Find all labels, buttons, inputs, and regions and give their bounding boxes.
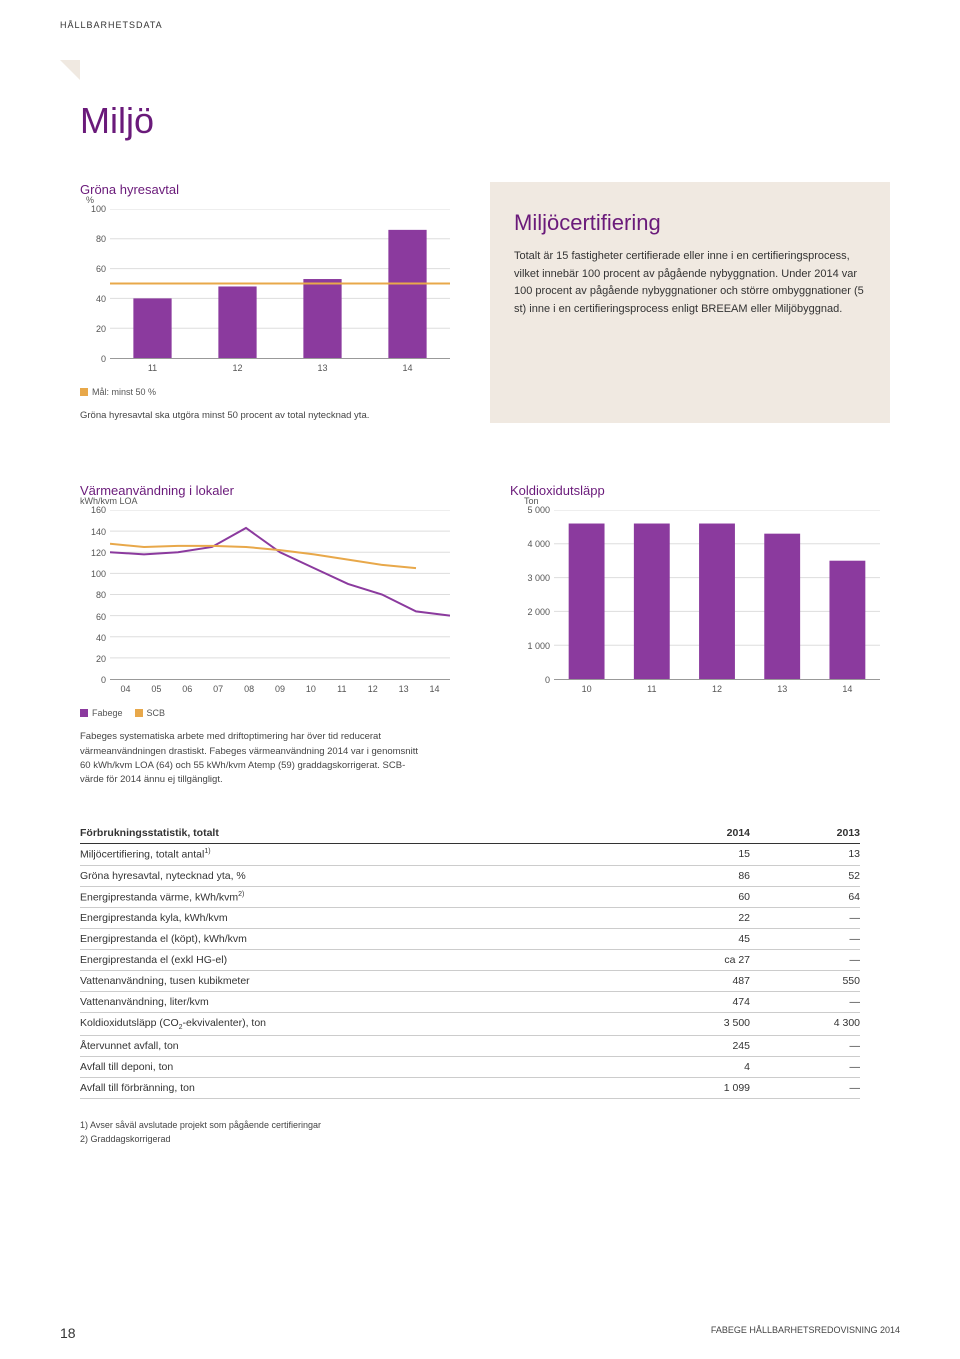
chart2-legend-item: SCB <box>135 708 166 718</box>
cell-2013: 4 300 <box>750 1017 860 1031</box>
chart3-title: Koldioxidutsläpp <box>510 483 880 498</box>
table-row: Koldioxidutsläpp (CO2-ekvivalenter), ton… <box>80 1013 860 1036</box>
table-row: Vattenanvändning, tusen kubikmeter487550 <box>80 971 860 992</box>
cell-2013: — <box>750 1061 860 1073</box>
mid-section: Värmeanvändning i lokaler kWh/kvm LOA 02… <box>80 483 900 787</box>
cell-label: Energiprestanda el (exkl HG-el) <box>80 954 640 966</box>
stats-table: Förbrukningsstatistik, totalt 2014 2013 … <box>80 827 860 1099</box>
legend-label: SCB <box>147 708 166 718</box>
chart-grona-hyresavtal: Gröna hyresavtal % 020406080100 11121314… <box>80 182 450 423</box>
cell-2014: 487 <box>640 975 750 987</box>
table-row: Energiprestanda el (köpt), kWh/kvm45— <box>80 929 860 950</box>
cell-2014: 15 <box>640 848 750 861</box>
cell-2014: 4 <box>640 1061 750 1073</box>
chart1-xlabels: 11121314 <box>110 363 450 379</box>
cell-label: Energiprestanda kyla, kWh/kvm <box>80 912 640 924</box>
chart1-legend-label: Mål: minst 50 % <box>92 387 156 397</box>
th-label: Förbrukningsstatistik, totalt <box>80 827 640 839</box>
cell-2014: 3 500 <box>640 1017 750 1031</box>
footnote-1: 1) Avser såväl avslutade projekt som påg… <box>80 1119 900 1133</box>
cell-2014: 245 <box>640 1040 750 1052</box>
table-row: Energiprestanda el (exkl HG-el)ca 27— <box>80 950 860 971</box>
cell-label: Återvunnet avfall, ton <box>80 1040 640 1052</box>
cell-label: Avfall till deponi, ton <box>80 1061 640 1073</box>
cell-label: Vattenanvändning, liter/kvm <box>80 996 640 1008</box>
cell-2013: 64 <box>750 891 860 904</box>
table-body: Miljöcertifiering, totalt antal1)1513Grö… <box>80 844 860 1099</box>
table-row: Miljöcertifiering, totalt antal1)1513 <box>80 844 860 866</box>
page-notch <box>60 60 80 80</box>
footnotes: 1) Avser såväl avslutade projekt som påg… <box>80 1119 900 1146</box>
cell-2013: — <box>750 1082 860 1094</box>
table-row: Energiprestanda värme, kWh/kvm2)6064 <box>80 887 860 909</box>
chart1-title: Gröna hyresavtal <box>80 182 450 197</box>
swatch-icon <box>80 709 88 717</box>
cell-2014: 1 099 <box>640 1082 750 1094</box>
cell-label: Koldioxidutsläpp (CO2-ekvivalenter), ton <box>80 1017 640 1031</box>
chart-varmeanvandning: Värmeanvändning i lokaler kWh/kvm LOA 02… <box>80 483 450 787</box>
top-section: Gröna hyresavtal % 020406080100 11121314… <box>80 182 900 423</box>
cell-2013: 52 <box>750 870 860 882</box>
cell-label: Vattenanvändning, tusen kubikmeter <box>80 975 640 987</box>
cell-2013: 13 <box>750 848 860 861</box>
cell-2013: — <box>750 1040 860 1052</box>
table-row: Gröna hyresavtal, nytecknad yta, %8652 <box>80 866 860 887</box>
chart1-plot <box>110 209 450 359</box>
chart1-caption: Gröna hyresavtal ska utgöra minst 50 pro… <box>80 409 420 423</box>
chart-koldioxid: Koldioxidutsläpp Ton 01 0002 0003 0004 0… <box>510 483 880 787</box>
chart1-legend-goal: Mål: minst 50 % <box>80 387 156 397</box>
cell-2013: — <box>750 996 860 1008</box>
cell-2013: — <box>750 954 860 966</box>
table-row: Avfall till deponi, ton4— <box>80 1057 860 1078</box>
chart1-yaxis: 020406080100 <box>80 209 108 359</box>
chart3-xlabels: 1011121314 <box>554 684 880 700</box>
footnote-2: 2) Graddagskorrigerad <box>80 1133 900 1147</box>
chart2-legend: Fabege SCB <box>80 708 450 718</box>
cell-2014: 474 <box>640 996 750 1008</box>
cell-label: Avfall till förbränning, ton <box>80 1082 640 1094</box>
table-header: Förbrukningsstatistik, totalt 2014 2013 <box>80 827 860 844</box>
chart3-yaxis: 01 0002 0003 0004 0005 000 <box>510 510 552 680</box>
page-number: 18 <box>60 1325 76 1341</box>
footer-text: FABEGE HÅLLBARHETSREDOVISNING 2014 <box>711 1325 900 1341</box>
page-title: Miljö <box>80 100 900 142</box>
chart2-plot <box>110 510 450 680</box>
legend-label: Fabege <box>92 708 123 718</box>
table-row: Återvunnet avfall, ton245— <box>80 1036 860 1057</box>
chart3-plot <box>554 510 880 680</box>
chart2-caption: Fabeges systematiska arbete med driftopt… <box>80 730 420 787</box>
chart2-yaxis: 020406080100120140160 <box>80 510 108 680</box>
header-tag: HÅLLBARHETSDATA <box>60 20 163 30</box>
th-2014: 2014 <box>640 827 750 839</box>
cell-2014: 45 <box>640 933 750 945</box>
swatch-icon <box>135 709 143 717</box>
cell-2013: — <box>750 933 860 945</box>
cell-label: Miljöcertifiering, totalt antal1) <box>80 848 640 861</box>
table-row: Vattenanvändning, liter/kvm474— <box>80 992 860 1013</box>
page-content: Miljö Gröna hyresavtal % 020406080100 11… <box>80 100 900 1146</box>
chart2-xlabels: 0405060708091011121314 <box>110 684 450 700</box>
cell-label: Gröna hyresavtal, nytecknad yta, % <box>80 870 640 882</box>
cell-2013: 550 <box>750 975 860 987</box>
chart1-legend: Mål: minst 50 % <box>80 387 450 397</box>
info-title: Miljöcertifiering <box>514 210 866 236</box>
chart2-legend-item: Fabege <box>80 708 123 718</box>
table-row: Avfall till förbränning, ton1 099— <box>80 1078 860 1099</box>
swatch-goal <box>80 388 88 396</box>
th-2013: 2013 <box>750 827 860 839</box>
cell-label: Energiprestanda el (köpt), kWh/kvm <box>80 933 640 945</box>
cell-2014: 60 <box>640 891 750 904</box>
info-text: Totalt är 15 fastigheter certifierade el… <box>514 248 866 318</box>
cell-2014: 22 <box>640 912 750 924</box>
table-row: Energiprestanda kyla, kWh/kvm22— <box>80 908 860 929</box>
cell-label: Energiprestanda värme, kWh/kvm2) <box>80 891 640 904</box>
page-footer: 18 FABEGE HÅLLBARHETSREDOVISNING 2014 <box>60 1325 900 1341</box>
cell-2013: — <box>750 912 860 924</box>
cell-2014: 86 <box>640 870 750 882</box>
cell-2014: ca 27 <box>640 954 750 966</box>
info-box: Miljöcertifiering Totalt är 15 fastighet… <box>490 182 890 423</box>
